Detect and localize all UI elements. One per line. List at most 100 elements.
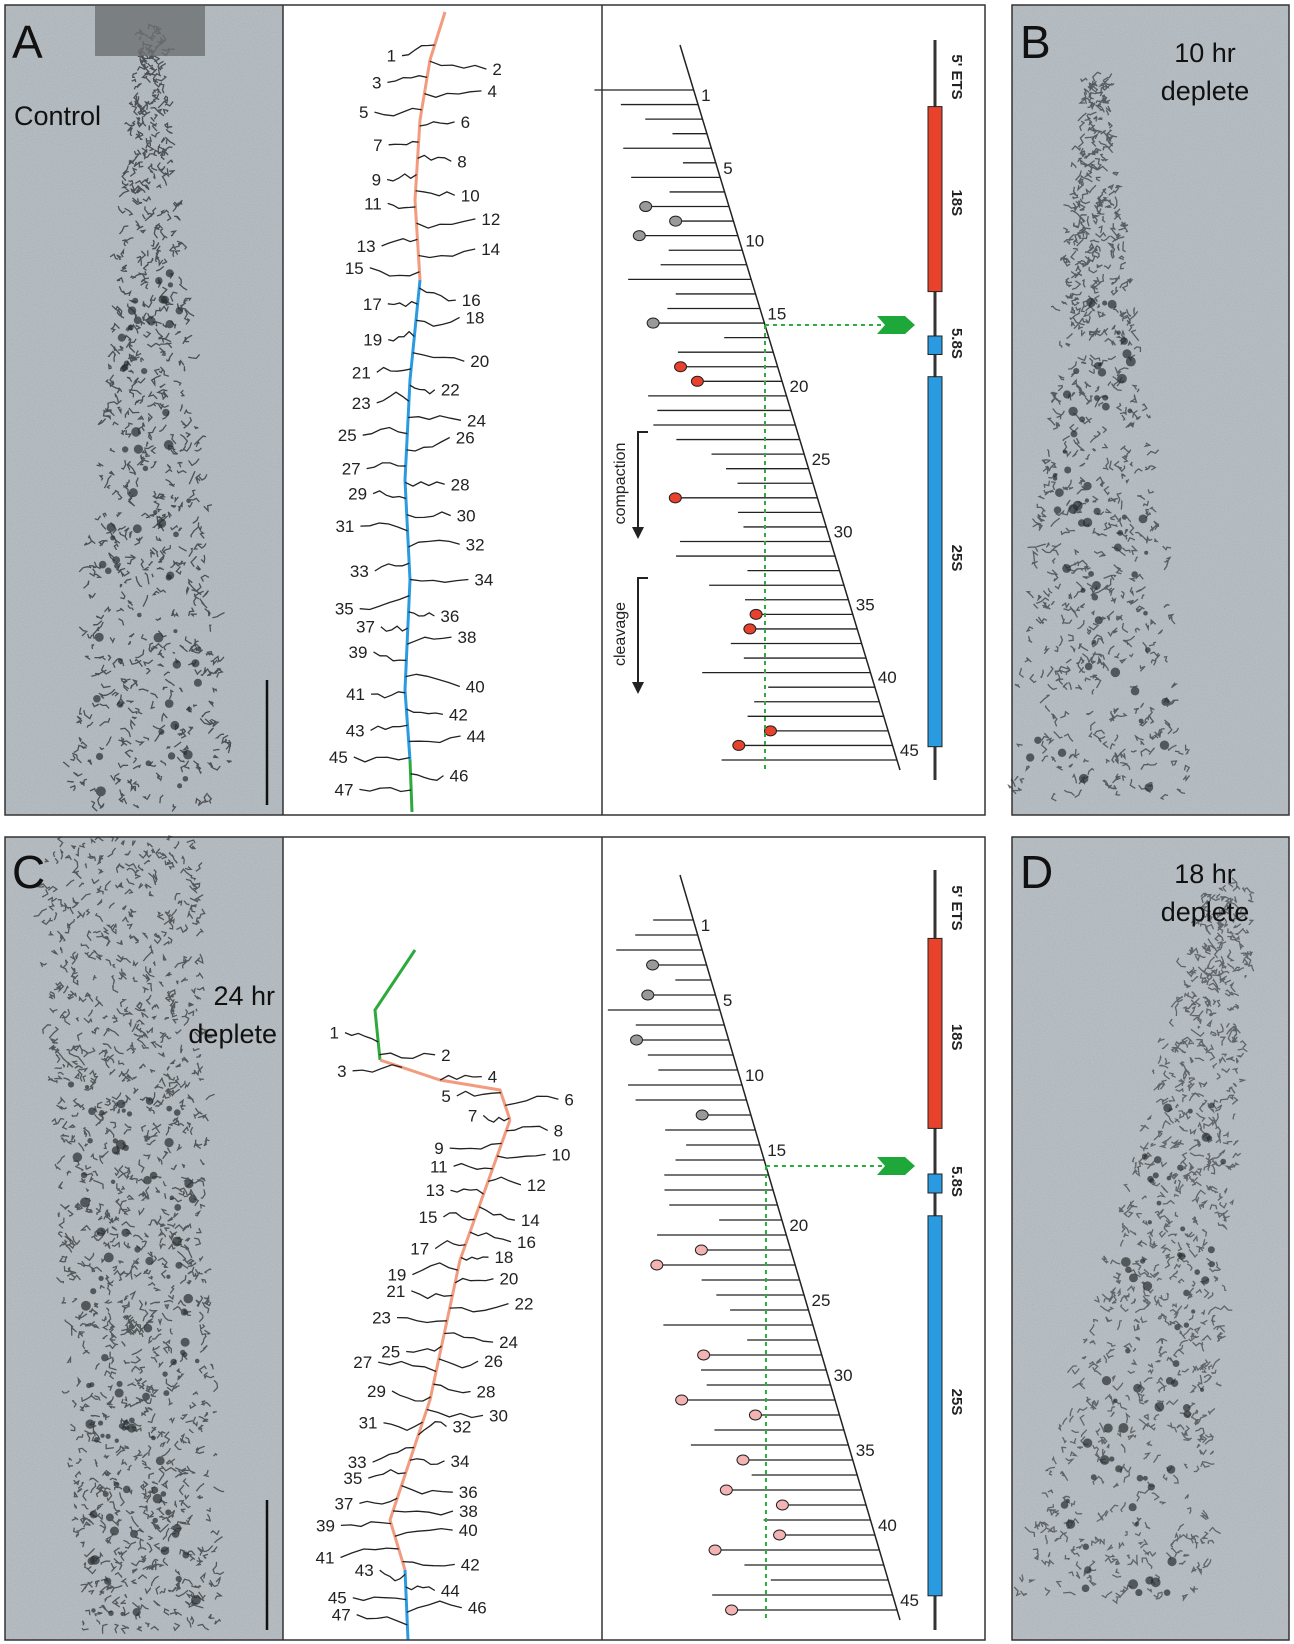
tracing-branch [401, 1484, 453, 1495]
tracing-axis [408, 759, 414, 813]
hypotenuse [679, 44, 901, 771]
arrow-head [632, 527, 644, 539]
specimen-knob [143, 1323, 153, 1333]
photo-c-grain [5, 837, 283, 1640]
specimen-knob [1166, 1465, 1176, 1474]
tracing-label: 12 [481, 210, 500, 229]
specimen-knob [1128, 1579, 1139, 1590]
tracing-branch [487, 1176, 522, 1186]
specimen-knob [72, 1152, 83, 1162]
gene-block [927, 106, 943, 293]
specimen-knob [191, 659, 200, 668]
tracing-branch [380, 625, 409, 632]
tracing-label: 22 [515, 1295, 534, 1314]
tracing-label: 23 [372, 1309, 391, 1328]
tracing-branch [406, 511, 451, 519]
diagram-number: 1 [701, 86, 710, 105]
tracing-branch [353, 756, 410, 763]
tracing-branch [417, 154, 452, 162]
tracing-branch [366, 462, 406, 470]
tracing-label: 21 [386, 1282, 405, 1301]
tracing-label: 19 [363, 331, 382, 350]
specimen-knob [1121, 1257, 1131, 1267]
specimen-knob [1145, 647, 1151, 653]
specimen-knob [132, 297, 139, 304]
specimen-knob [116, 701, 124, 708]
specimen-knob [1082, 1543, 1090, 1550]
tracing-branch [416, 218, 476, 229]
specimen-knob [1154, 1156, 1162, 1164]
tracing-label: 1 [387, 47, 396, 66]
rnp-knob [668, 492, 682, 504]
specimen-knob [194, 1358, 200, 1364]
specimen-knob [114, 1481, 120, 1488]
specimen-knob [1147, 1220, 1152, 1225]
specimen-knob [127, 324, 134, 331]
specimen-knob [1094, 616, 1103, 625]
specimen-knob [141, 367, 148, 375]
hypotenuse [679, 874, 901, 1621]
specimen-knob [170, 720, 180, 730]
photo-a-grain [5, 5, 283, 815]
specimen-knob [110, 535, 116, 541]
tracing-label: 42 [449, 705, 468, 724]
specimen-knob [122, 1485, 131, 1494]
tracing-branch [454, 1277, 494, 1284]
tracing-label: 37 [334, 1494, 353, 1513]
panel-label: deplete [1161, 76, 1250, 106]
specimen-knob [143, 1175, 152, 1185]
specimen-knob [183, 750, 193, 760]
specimen-knob [1084, 1566, 1092, 1574]
diagram-number: 5 [723, 159, 732, 178]
tracing-branch [418, 287, 456, 302]
specimen-knob [1183, 1410, 1192, 1418]
specimen-knob [153, 632, 164, 643]
rnp-knob [675, 1394, 689, 1406]
specimen-knob [127, 306, 137, 315]
specimen-knob [97, 1420, 104, 1426]
tracing-label: 27 [342, 460, 361, 479]
tracing-label: 33 [348, 1453, 367, 1472]
specimen-knob [1127, 408, 1133, 414]
tracing-branch [453, 1162, 493, 1170]
specimen-knob [1116, 330, 1121, 335]
tracing-label: 18 [494, 1248, 513, 1267]
specimen-knob [1068, 504, 1079, 514]
specimen-knob [164, 699, 174, 708]
diagram-number: 20 [790, 377, 809, 396]
specimen-knob [126, 1111, 133, 1117]
specimen-knob [167, 282, 174, 288]
tracing-label: 20 [470, 352, 489, 371]
diagram-number: 10 [745, 232, 764, 251]
gene-block [927, 937, 943, 1129]
specimen-knob [1094, 395, 1100, 402]
tracing-branch [409, 384, 436, 395]
specimen-knob [158, 728, 165, 735]
specimen-knob [93, 695, 101, 703]
rnp-knob [639, 201, 653, 213]
specimen-knob [115, 1139, 126, 1150]
tracing-branch [392, 1510, 454, 1516]
specimen-knob [116, 1380, 123, 1388]
tracing-branch [408, 735, 461, 744]
specimen-knob [90, 1555, 100, 1565]
specimen-knob [1115, 1465, 1123, 1473]
tracing-branch [409, 578, 469, 583]
specimen-knob [1117, 529, 1124, 536]
specimen-knob [1183, 1322, 1190, 1328]
specimen-knob [137, 612, 142, 618]
specimen-knob [123, 1419, 129, 1426]
tracing-label: 21 [352, 363, 371, 382]
tracing-branch [504, 1095, 559, 1107]
specimen-knob [1102, 394, 1109, 401]
specimen-knob [1154, 1402, 1165, 1412]
specimen-knob [180, 1308, 188, 1316]
green-arrow [877, 316, 915, 334]
specimen-knob [169, 1195, 175, 1200]
specimen-knob [1097, 368, 1107, 377]
specimen-knob [173, 629, 178, 634]
specimen-knob [1060, 1501, 1069, 1509]
specimen-knob [1068, 406, 1078, 417]
specimen-knob [86, 1382, 92, 1389]
tracing-label: 6 [461, 113, 470, 132]
